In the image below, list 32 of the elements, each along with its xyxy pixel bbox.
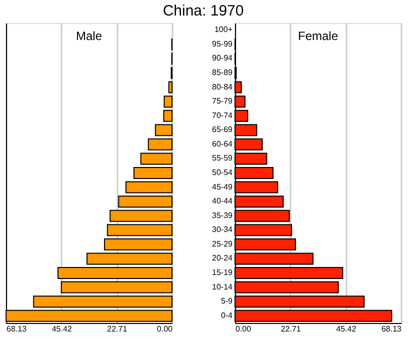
- x-tick-label: 68.13: [6, 324, 28, 334]
- y-tick-label: 50-54: [212, 168, 234, 177]
- y-tick-label: 100+: [214, 25, 233, 34]
- y-tick-label: 10-14: [212, 282, 234, 292]
- x-tick-label: 68.13: [381, 324, 402, 334]
- x-tick-label: 45.42: [52, 324, 72, 334]
- y-tick-label: 40-44: [212, 196, 234, 206]
- x-tick-label: 22.71: [280, 324, 302, 334]
- y-tick-label: 30-34: [212, 225, 234, 234]
- y-tick-label: 0-4: [220, 310, 234, 320]
- y-tick-label: 80-84: [212, 82, 234, 92]
- y-tick-label: 70-74: [212, 110, 234, 120]
- y-tick-label: 95-99: [212, 39, 234, 48]
- x-tick-label: 0.00: [156, 324, 174, 334]
- y-tick-label: 75-79: [212, 96, 234, 106]
- y-tick-label: 20-24: [212, 254, 234, 263]
- y-tick-label: 55-59: [212, 154, 234, 163]
- y-tick-label: 60-64: [212, 139, 234, 148]
- y-tick-label: 90-94: [212, 54, 234, 63]
- y-tick-label: 15-19: [212, 268, 234, 277]
- x-tick-label: 0.00: [236, 324, 252, 334]
- y-tick-label: 25-29: [212, 239, 234, 248]
- text: Male: [76, 29, 102, 43]
- x-tick-label: 45.42: [336, 324, 357, 334]
- y-tick-label: 45-49: [212, 182, 234, 192]
- text: Female: [298, 29, 338, 43]
- text: China: 1970: [162, 2, 244, 20]
- y-tick-label: 65-69: [212, 125, 234, 134]
- y-tick-label: 85-89: [212, 68, 234, 77]
- x-tick-label: 22.71: [107, 324, 128, 334]
- y-tick-label: 35-39: [212, 210, 234, 220]
- y-tick-label: 5-9: [220, 296, 234, 306]
